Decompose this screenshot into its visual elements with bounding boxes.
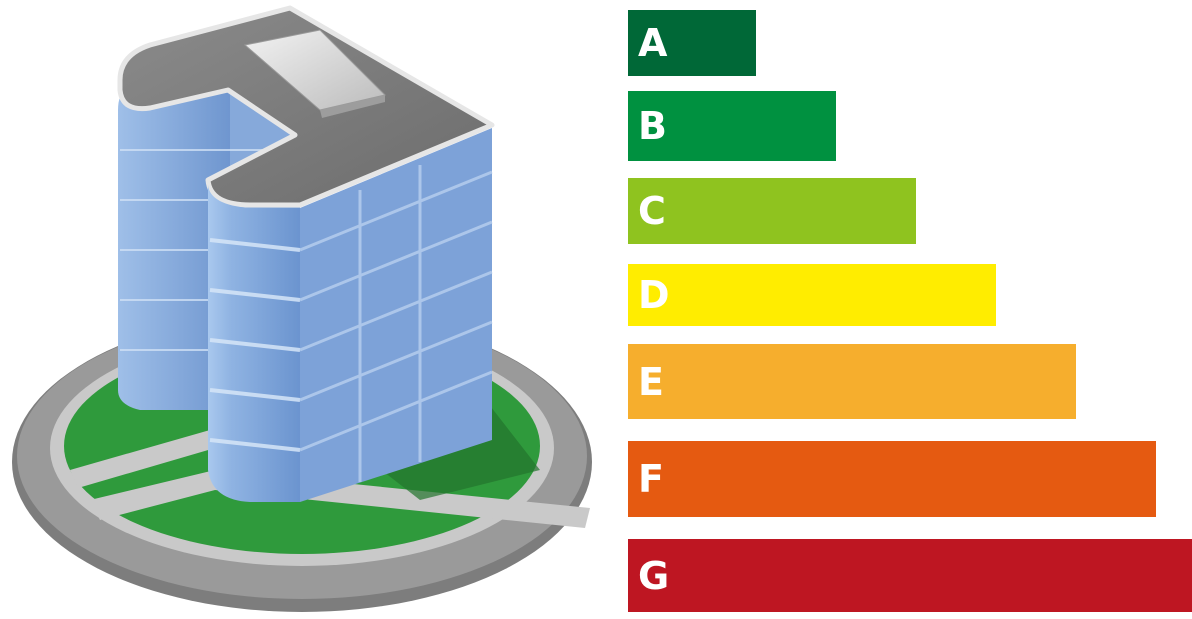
rating-bar-a: A: [628, 10, 756, 76]
rating-bar-e: E: [628, 344, 1076, 419]
rating-label-g: G: [638, 553, 670, 598]
rating-bar-f: F: [628, 441, 1156, 517]
rating-label-e: E: [638, 359, 664, 404]
rating-label-f: F: [638, 457, 664, 501]
rating-label-a: A: [638, 21, 668, 65]
rating-label-b: B: [638, 104, 667, 148]
rating-bar-d: D: [628, 264, 996, 326]
rating-bar-b: B: [628, 91, 836, 161]
building-front-wing: [208, 128, 493, 502]
building-roof: [117, 5, 495, 208]
rating-bar-c: C: [628, 178, 916, 244]
office-building-icon: [12, 5, 592, 612]
rating-label-d: D: [638, 273, 670, 317]
rating-label-c: C: [638, 189, 666, 233]
rating-bar-g: G: [628, 539, 1192, 612]
